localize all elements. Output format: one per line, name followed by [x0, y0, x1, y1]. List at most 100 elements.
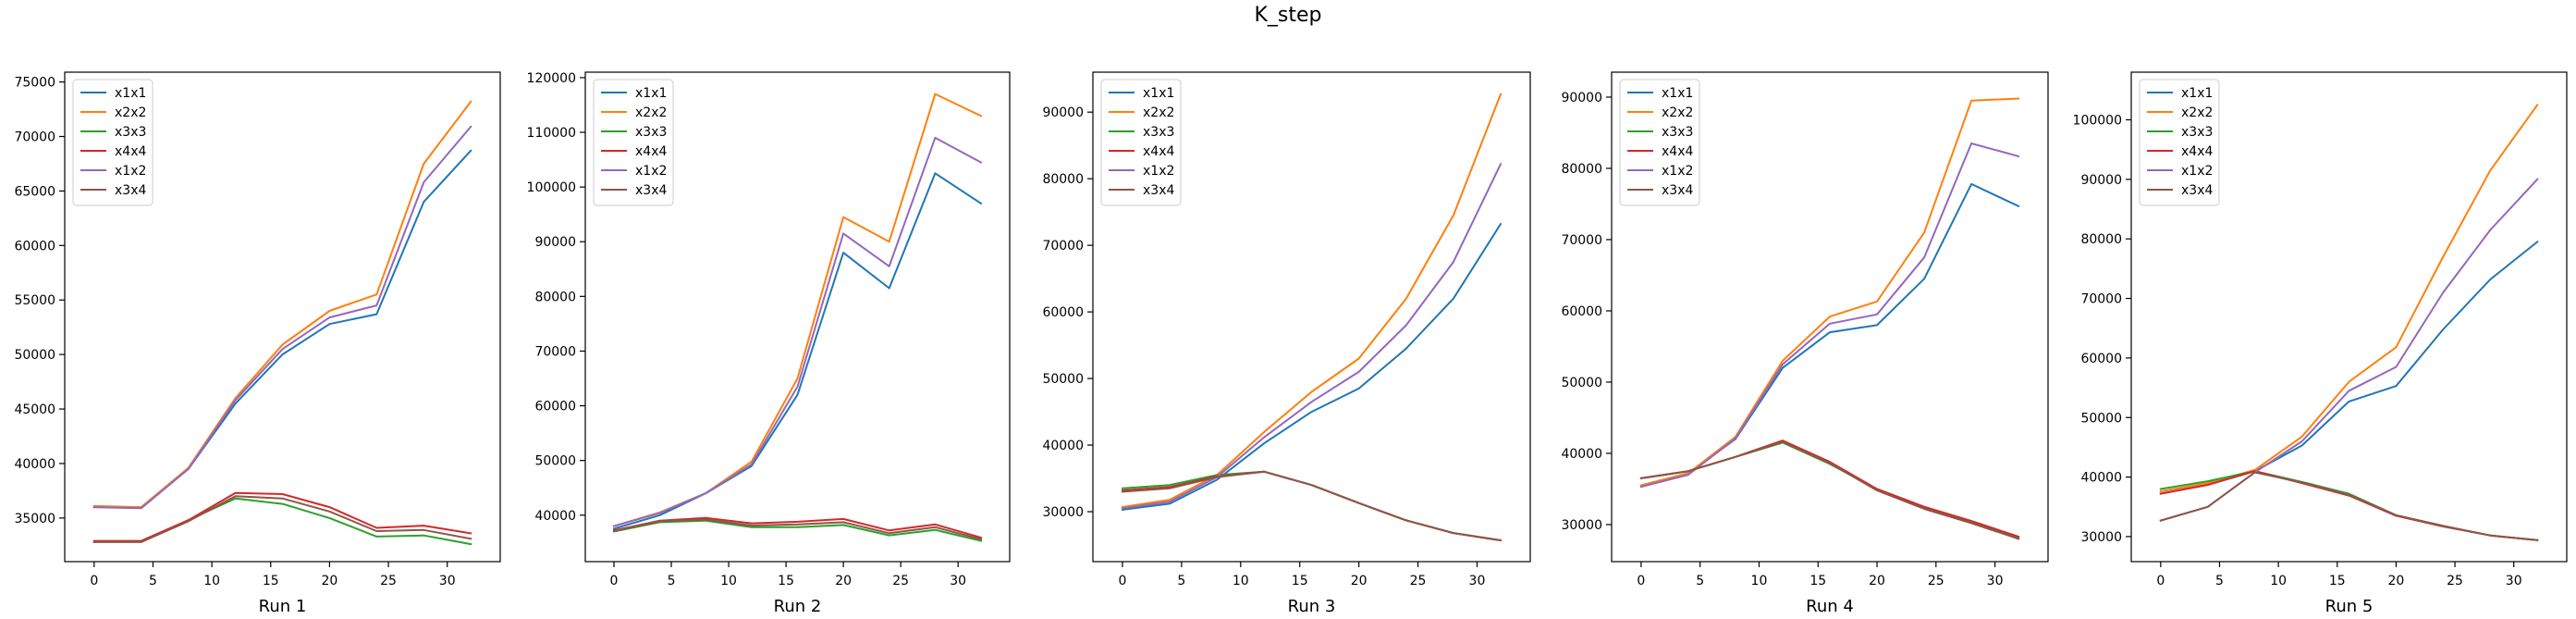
series-line-x4x4	[2159, 470, 2539, 541]
x-tick-label: 30	[439, 574, 456, 588]
y-tick-label: 70000	[1561, 233, 1602, 248]
legend-label-x1x1: x1x1	[635, 86, 667, 101]
legend-label-x3x3: x3x3	[635, 125, 667, 140]
legend-label-x3x4: x3x4	[1662, 183, 1693, 198]
legend-label-x4x4: x4x4	[1143, 144, 1174, 159]
series-line-x3x4	[1121, 470, 1503, 542]
subplot-1: 0 5 10 15 20 25 30 35000 40000 45000 50000 55000 600…	[14, 71, 501, 616]
y-tick-label: 80000	[1042, 172, 1084, 187]
legend-label-x1x2: x1x2	[115, 164, 146, 179]
series-line-x1x2	[1121, 162, 1503, 510]
y-tick-label: 40000	[1042, 439, 1084, 453]
x-tick-label: 10	[2270, 574, 2287, 588]
x-tick-label: 10	[203, 574, 220, 588]
y-tick-label: 60000	[14, 239, 55, 254]
y-tick-label: 90000	[534, 235, 576, 250]
legend: x1x1 x2x2 x3x3 x4x4 x1x2 x3x4	[72, 79, 153, 206]
series-line-x4x4	[92, 491, 472, 542]
subplot-5: 0 5 10 15 20 25 30 30000 40000 50000 60000 70000 800…	[2073, 71, 2568, 616]
legend-label-x1x1: x1x1	[2181, 86, 2213, 101]
y-tick-label: 70000	[534, 344, 576, 359]
y-tick-label: 90000	[1561, 91, 1602, 105]
legend-label-x1x2: x1x2	[1662, 164, 1693, 179]
legend-label-x2x2: x2x2	[1143, 105, 1174, 120]
series-line-x1x2	[92, 125, 472, 510]
x-tick-label: 0	[2156, 574, 2165, 588]
y-tick-label: 50000	[1561, 376, 1602, 390]
legend-label-x2x2: x2x2	[115, 105, 146, 120]
y-tick-label: 30000	[1561, 518, 1602, 533]
x-tick-label: 15	[1292, 574, 1308, 588]
axes-frame	[64, 71, 501, 563]
legend-label-x2x2: x2x2	[2181, 105, 2213, 120]
legend-label-x1x1: x1x1	[115, 86, 146, 101]
x-axis-label: Run 2	[774, 597, 822, 615]
series-line-x1x1	[2159, 240, 2539, 495]
x-tick-label: 25	[892, 574, 909, 588]
x-axis-label: Run 1	[259, 597, 307, 615]
y-tick-label: 55000	[14, 293, 55, 308]
x-tick-label: 5	[668, 574, 676, 588]
legend-label-x3x3: x3x3	[1143, 125, 1174, 140]
series-line-x1x2	[612, 136, 983, 527]
y-tick-label: 110000	[527, 126, 576, 141]
x-tick-label: 30	[1469, 574, 1486, 588]
x-tick-label: 20	[835, 574, 852, 588]
y-tick-label: 30000	[2080, 530, 2122, 545]
x-tick-label: 5	[1696, 574, 1704, 588]
series-line-x3x3	[612, 519, 983, 542]
x-tick-label: 10	[1751, 574, 1768, 588]
subplot-2: 0 5 10 15 20 25 30 40000 50000 60000 70000 80000 900…	[527, 71, 1011, 616]
x-tick-label: 10	[720, 574, 737, 588]
y-tick-label: 60000	[534, 400, 576, 415]
x-tick-label: 25	[1410, 574, 1427, 588]
y-tick-label: 70000	[2080, 292, 2122, 307]
series-line-x1x1	[1639, 182, 2020, 487]
y-tick-label: 30000	[1042, 505, 1084, 520]
x-tick-label: 30	[950, 574, 966, 588]
y-tick-label: 40000	[14, 457, 55, 472]
legend: x1x1 x2x2 x3x3 x4x4 x1x2 x3x4	[1619, 79, 1700, 206]
y-tick-label: 40000	[1561, 447, 1602, 462]
legend-label-x1x2: x1x2	[2181, 164, 2213, 179]
axes-frame	[1611, 71, 2049, 563]
y-tick-label: 90000	[1042, 105, 1084, 120]
y-tick-label: 70000	[14, 130, 55, 145]
x-tick-label: 5	[149, 574, 157, 588]
series-line-x2x2	[1639, 97, 2020, 487]
series-line-x2x2	[1121, 93, 1503, 509]
x-tick-label: 15	[778, 574, 794, 588]
legend: x1x1 x2x2 x3x3 x4x4 x1x2 x3x4	[593, 79, 674, 206]
legend-label-x4x4: x4x4	[1662, 144, 1693, 159]
legend-label-x3x3: x3x3	[1662, 125, 1693, 140]
axes-frame	[2130, 71, 2568, 563]
legend-label-x3x4: x3x4	[115, 183, 146, 198]
axes-frame	[1092, 71, 1531, 563]
legend-label-x4x4: x4x4	[115, 144, 146, 159]
legend-label-x1x1: x1x1	[1143, 86, 1174, 101]
y-tick-label: 90000	[2080, 173, 2122, 188]
y-tick-label: 35000	[14, 512, 55, 526]
x-tick-label: 10	[1233, 574, 1249, 588]
legend-label-x3x3: x3x3	[115, 125, 146, 140]
legend-label-x2x2: x2x2	[1662, 105, 1693, 120]
series-line-x3x4	[1639, 440, 2020, 540]
y-tick-label: 65000	[14, 184, 55, 199]
y-tick-label: 50000	[14, 348, 55, 363]
y-tick-label: 40000	[2080, 471, 2122, 486]
legend-label-x3x3: x3x3	[2181, 125, 2213, 140]
y-tick-label: 120000	[527, 71, 576, 86]
legend-label-x2x2: x2x2	[635, 105, 667, 120]
x-tick-label: 30	[2506, 574, 2522, 588]
x-axis-label: Run 5	[2325, 597, 2374, 615]
series-line-x3x4	[2159, 471, 2539, 541]
legend-label-x3x4: x3x4	[2181, 183, 2213, 198]
x-tick-label: 15	[263, 574, 279, 588]
x-tick-label: 5	[1177, 574, 1185, 588]
y-tick-label: 60000	[2080, 352, 2122, 366]
x-tick-label: 0	[1637, 574, 1645, 588]
x-tick-label: 20	[2388, 574, 2405, 588]
series-line-x1x1	[612, 172, 983, 530]
